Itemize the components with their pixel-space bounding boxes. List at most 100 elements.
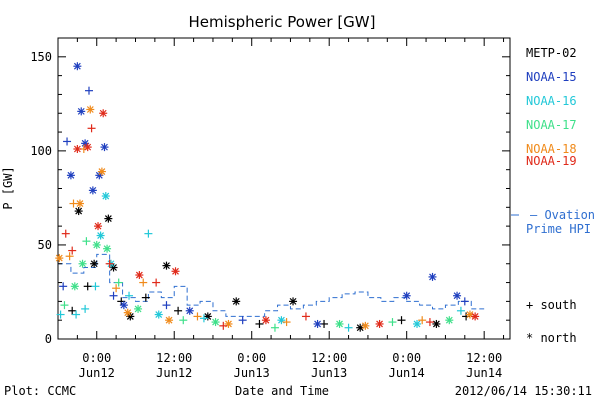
point-south-marker (109, 291, 118, 300)
y-tick-label: 150 (30, 50, 52, 64)
point-north-marker (134, 304, 143, 313)
series-noaa-18 (55, 105, 474, 330)
point-north-marker (211, 318, 220, 327)
y-tick-label: 0 (45, 332, 52, 346)
point-south-marker (59, 282, 68, 291)
series-noaa-15 (59, 62, 469, 328)
x-tick-label-time: 12:00 (311, 351, 347, 365)
point-north-marker (154, 310, 163, 319)
point-south-marker (112, 284, 121, 293)
point-south-marker (56, 310, 65, 319)
point-north-marker (185, 306, 194, 315)
point-north-marker (73, 144, 82, 153)
series-noaa-17 (60, 237, 454, 332)
point-south-marker (174, 306, 183, 315)
point-south-marker (193, 312, 202, 321)
point-north-marker (428, 272, 437, 281)
y-tick-label: 100 (30, 144, 52, 158)
point-north-marker (224, 319, 233, 328)
point-north-marker (94, 222, 103, 231)
point-south-marker (418, 316, 427, 325)
chart-title: Hemispheric Power [GW] (189, 13, 376, 31)
point-north-marker (123, 308, 132, 317)
y-axis-label: P [GW] (1, 166, 15, 209)
point-north-marker (445, 316, 454, 325)
x-tick-label-date: Jun13 (234, 366, 270, 380)
point-south-marker (87, 124, 96, 133)
point-north-marker (289, 297, 298, 306)
point-south-marker (139, 278, 148, 287)
legend-item-noaa-15: NOAA-15 (526, 70, 577, 84)
point-north-marker (86, 105, 95, 114)
point-north-marker (97, 167, 106, 176)
point-south-marker (179, 316, 188, 325)
point-north-marker (55, 254, 64, 263)
point-north-marker (75, 199, 84, 208)
point-south-marker (105, 259, 114, 268)
point-north-marker (103, 244, 112, 253)
legend-item-noaa-18: NOAA-18 (526, 142, 577, 156)
point-south-marker (144, 229, 153, 238)
point-south-marker (219, 321, 228, 330)
point-north-marker (313, 319, 322, 328)
point-south-marker (460, 297, 469, 306)
point-north-marker (73, 62, 82, 71)
point-south-marker (65, 252, 74, 261)
point-north-marker (78, 259, 87, 268)
point-north-marker (99, 109, 108, 118)
point-south-marker (68, 246, 77, 255)
x-axis-label: Date and Time (235, 384, 329, 398)
point-north-marker (104, 214, 113, 223)
point-north-marker (165, 316, 174, 325)
legend-item-metp-02: METP-02 (526, 46, 577, 60)
x-tick-label-date: Jun13 (311, 366, 347, 380)
point-south-marker (456, 306, 465, 315)
point-north-marker (432, 319, 441, 328)
point-south-marker (344, 323, 353, 332)
point-north-marker (232, 297, 241, 306)
legend-item-noaa-17: NOAA-17 (526, 118, 577, 132)
point-south-marker (301, 312, 310, 321)
point-south-marker (68, 306, 77, 315)
legend-item-noaa-19: NOAA-19 (526, 154, 577, 168)
point-north-marker (101, 192, 110, 201)
point-south-marker (82, 237, 91, 246)
legend-north-marker: * north (526, 331, 577, 345)
point-south-marker (270, 323, 279, 332)
x-tick-label-date: Jun14 (389, 366, 425, 380)
point-north-marker (96, 231, 105, 240)
point-south-marker (397, 316, 406, 325)
legend: METP-02 NOAA-15 NOAA-16 NOAA-17 NOAA-18 … (511, 46, 595, 345)
footer-plot-source: Plot: CCMC (4, 384, 76, 398)
x-axis: 0:00Jun1212:00Jun120:00Jun1312:00Jun130:… (57, 38, 505, 380)
point-south-marker (63, 137, 72, 146)
point-north-marker (277, 316, 286, 325)
point-north-marker (203, 312, 212, 321)
point-south-marker (84, 86, 93, 95)
point-north-marker (162, 261, 171, 270)
data-points (55, 62, 480, 332)
point-north-marker (88, 186, 97, 195)
legend-south-marker: + south (526, 298, 577, 312)
point-south-marker (199, 314, 208, 323)
point-south-marker (125, 291, 134, 300)
point-south-marker (255, 319, 264, 328)
point-north-marker (77, 107, 86, 116)
series-noaa-19 (61, 109, 480, 330)
x-tick-label-time: 12:00 (156, 351, 192, 365)
point-south-marker (152, 278, 161, 287)
x-tick-label-time: 0:00 (392, 351, 421, 365)
point-south-marker (83, 282, 92, 291)
point-north-marker (90, 259, 99, 268)
point-north-marker (413, 319, 422, 328)
point-north-marker (375, 319, 384, 328)
point-north-marker (66, 171, 75, 180)
legend-item-noaa-16: NOAA-16 (526, 94, 577, 108)
y-tick-label: 50 (38, 238, 52, 252)
x-tick-label-date: Jun12 (79, 366, 115, 380)
point-north-marker (402, 291, 411, 300)
point-north-marker (70, 282, 79, 291)
point-north-marker (471, 312, 480, 321)
point-south-marker (91, 282, 100, 291)
